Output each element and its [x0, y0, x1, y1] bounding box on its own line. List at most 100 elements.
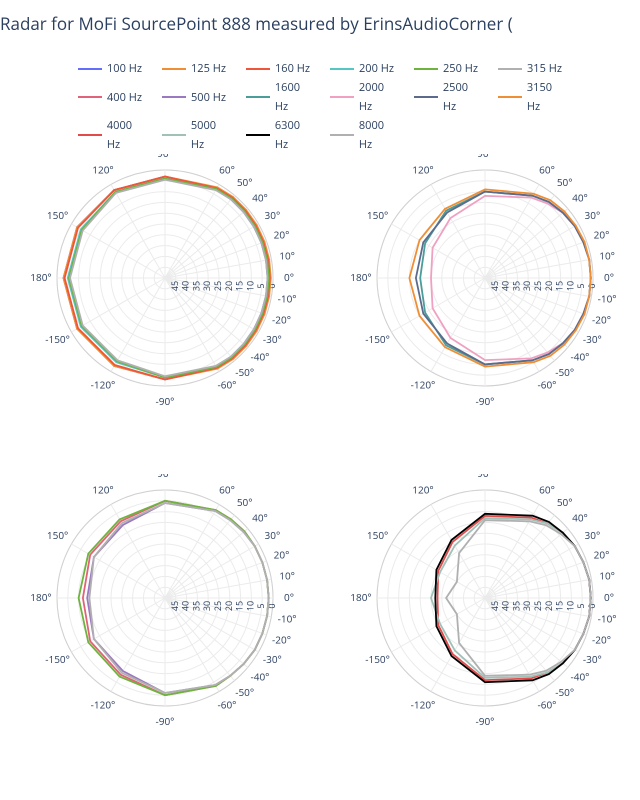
- svg-text:0°: 0°: [284, 270, 294, 284]
- legend-item[interactable]: 100 Hz: [78, 59, 148, 78]
- chart-panel: 90°60°50°40°30°20°10°0°-10°-20°-30°-40°-…: [0, 474, 320, 794]
- svg-text:150°: 150°: [47, 528, 68, 542]
- svg-text:0°: 0°: [604, 270, 614, 284]
- legend-label: 100 Hz: [107, 59, 142, 78]
- legend-item[interactable]: 8000 Hz: [330, 116, 400, 154]
- chart-panel: 90°60°50°40°30°20°10°0°-10°-20°-30°-40°-…: [320, 474, 640, 794]
- svg-text:120°: 120°: [412, 163, 433, 177]
- legend-item[interactable]: 500 Hz: [162, 78, 232, 116]
- legend-swatch: [162, 96, 186, 98]
- legend-swatch: [330, 68, 354, 70]
- svg-text:40°: 40°: [572, 510, 588, 524]
- legend-label: 160 Hz: [275, 59, 310, 78]
- legend-item[interactable]: 125 Hz: [162, 59, 232, 78]
- svg-text:-50°: -50°: [235, 685, 254, 699]
- legend-item[interactable]: 315 Hz: [498, 59, 568, 78]
- legend-item[interactable]: 6300 Hz: [246, 116, 316, 154]
- svg-text:40°: 40°: [252, 190, 268, 204]
- legend-label: 315 Hz: [527, 59, 562, 78]
- svg-text:20°: 20°: [274, 548, 290, 562]
- legend-item[interactable]: 2500 Hz: [414, 78, 484, 116]
- legend-swatch: [498, 68, 522, 70]
- svg-text:-10°: -10°: [278, 292, 297, 306]
- legend-item[interactable]: 160 Hz: [246, 59, 316, 78]
- legend-label: 2000 Hz: [359, 78, 400, 116]
- svg-text:60°: 60°: [539, 483, 555, 497]
- polar-chart: 90°60°50°40°30°20°10°0°-10°-20°-30°-40°-…: [0, 154, 310, 464]
- svg-text:180°: 180°: [350, 270, 371, 284]
- svg-text:-60°: -60°: [538, 697, 557, 711]
- legend-label: 5000 Hz: [191, 116, 232, 154]
- legend-swatch: [498, 96, 522, 98]
- svg-text:90°: 90°: [477, 474, 493, 480]
- svg-text:0°: 0°: [284, 590, 294, 604]
- svg-text:-40°: -40°: [251, 350, 270, 364]
- svg-text:10°: 10°: [279, 248, 295, 262]
- legend-label: 3150 Hz: [527, 78, 568, 116]
- svg-text:50°: 50°: [237, 175, 253, 189]
- svg-text:-50°: -50°: [555, 685, 574, 699]
- legend-label: 1600 Hz: [275, 78, 316, 116]
- legend-item[interactable]: 2000 Hz: [330, 78, 400, 116]
- svg-text:-10°: -10°: [278, 612, 297, 626]
- legend-swatch: [162, 134, 186, 136]
- legend-swatch: [78, 68, 102, 70]
- legend-item[interactable]: 200 Hz: [330, 59, 400, 78]
- svg-text:30°: 30°: [585, 528, 601, 542]
- svg-text:60°: 60°: [539, 163, 555, 177]
- svg-text:-150°: -150°: [45, 652, 70, 666]
- chart-panel: 90°60°50°40°30°20°10°0°-10°-20°-30°-40°-…: [320, 154, 640, 474]
- svg-text:10°: 10°: [279, 568, 295, 582]
- svg-text:120°: 120°: [92, 163, 113, 177]
- svg-text:-50°: -50°: [555, 365, 574, 379]
- legend-swatch: [78, 134, 102, 136]
- svg-text:-30°: -30°: [263, 652, 282, 666]
- svg-text:-10°: -10°: [598, 292, 617, 306]
- svg-text:50°: 50°: [557, 175, 573, 189]
- legend: 100 Hz 125 Hz 160 Hz 200 Hz 250 Hz 315 Hz 400 …: [0, 35, 598, 154]
- legend-swatch: [330, 96, 354, 98]
- svg-text:-120°: -120°: [411, 697, 436, 711]
- svg-text:10°: 10°: [599, 568, 615, 582]
- svg-text:-90°: -90°: [156, 714, 175, 728]
- legend-swatch: [246, 134, 270, 136]
- svg-text:180°: 180°: [350, 590, 371, 604]
- legend-label: 125 Hz: [191, 59, 226, 78]
- svg-text:20°: 20°: [594, 228, 610, 242]
- legend-label: 500 Hz: [191, 88, 226, 107]
- svg-text:-30°: -30°: [263, 332, 282, 346]
- polar-chart: 90°60°50°40°30°20°10°0°-10°-20°-30°-40°-…: [320, 154, 630, 464]
- chart-grid: 90°60°50°40°30°20°10°0°-10°-20°-30°-40°-…: [0, 154, 640, 794]
- legend-swatch: [414, 68, 438, 70]
- svg-text:-50°: -50°: [235, 365, 254, 379]
- legend-item[interactable]: 4000 Hz: [78, 116, 148, 154]
- svg-text:40°: 40°: [572, 190, 588, 204]
- legend-item[interactable]: 5000 Hz: [162, 116, 232, 154]
- svg-text:40°: 40°: [252, 510, 268, 524]
- svg-text:-120°: -120°: [91, 697, 116, 711]
- svg-text:60°: 60°: [219, 163, 235, 177]
- svg-text:150°: 150°: [47, 208, 68, 222]
- svg-text:-150°: -150°: [365, 332, 390, 346]
- svg-text:-30°: -30°: [583, 332, 602, 346]
- svg-text:180°: 180°: [30, 270, 51, 284]
- svg-text:120°: 120°: [92, 483, 113, 497]
- svg-text:-150°: -150°: [365, 652, 390, 666]
- svg-text:-120°: -120°: [411, 377, 436, 391]
- legend-item[interactable]: 3150 Hz: [498, 78, 568, 116]
- svg-text:-10°: -10°: [598, 612, 617, 626]
- svg-text:-60°: -60°: [218, 377, 237, 391]
- svg-text:90°: 90°: [157, 154, 173, 160]
- svg-text:45: 45: [168, 601, 181, 611]
- legend-swatch: [414, 96, 438, 98]
- legend-label: 8000 Hz: [359, 116, 400, 154]
- polar-chart: 90°60°50°40°30°20°10°0°-10°-20°-30°-40°-…: [0, 474, 310, 784]
- legend-swatch: [162, 68, 186, 70]
- legend-item[interactable]: 400 Hz: [78, 78, 148, 116]
- legend-item[interactable]: 250 Hz: [414, 59, 484, 78]
- svg-text:45: 45: [168, 281, 181, 291]
- svg-text:20°: 20°: [274, 228, 290, 242]
- svg-text:-150°: -150°: [45, 332, 70, 346]
- legend-label: 250 Hz: [443, 59, 478, 78]
- legend-item[interactable]: 1600 Hz: [246, 78, 316, 116]
